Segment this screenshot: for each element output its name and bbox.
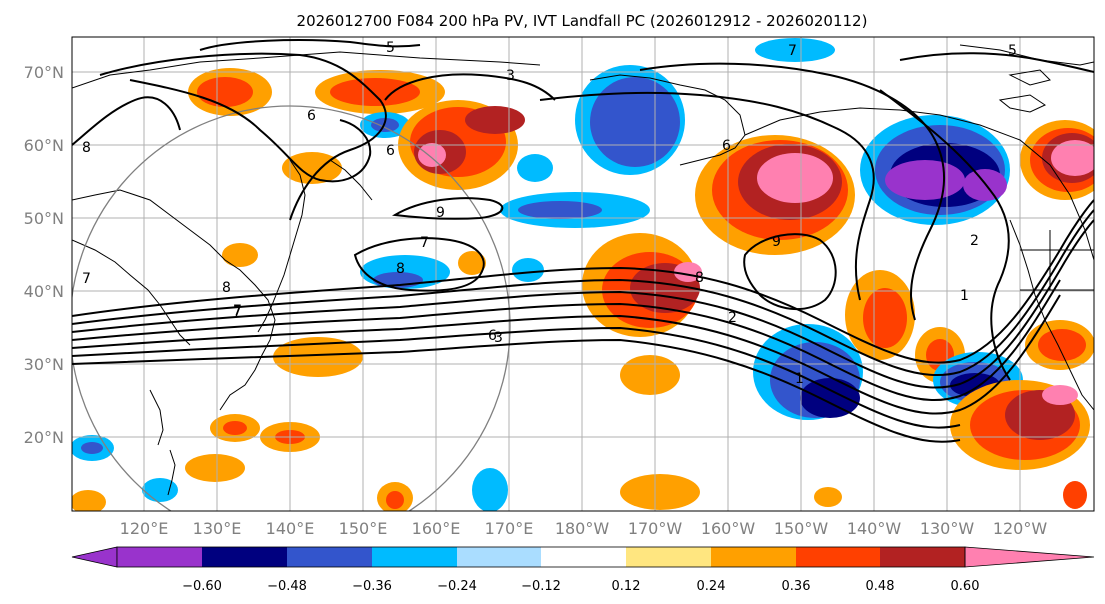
lon-label: 160°W [701,519,756,538]
lon-label: 120°W [993,519,1048,538]
colorbar-tick-label: −0.12 [521,579,561,594]
contour-label: 6 [722,138,731,154]
contour-label: 8 [396,261,405,277]
figure-title: 2026012700 F084 200 hPa PV, IVT Landfall… [297,12,868,30]
lat-label: 20°N [24,428,64,447]
lon-label: 130°E [193,519,242,538]
anomaly-blob-negative [512,258,544,282]
colorbar-tick-label: 0.36 [782,579,811,594]
contour-label: 3 [494,330,503,346]
colorbar-segment [117,547,202,567]
anomaly-blob-positive [814,487,842,507]
anomaly-blob-positive [72,490,106,511]
contour-label: 1 [795,371,804,387]
colorbar-arrow-left [71,546,118,568]
lon-label: 150°E [339,519,388,538]
contour-label: 9 [436,205,445,221]
lon-label: 150°W [774,519,829,538]
contour-label: 7 [233,303,242,319]
colorbar-tick-label: 0.12 [612,579,641,594]
colorbar-segment [457,547,541,567]
anomaly-blob-positive [273,337,363,377]
contour-labels: 5 7 5 3 6 6 6 8 9 7 8 7 8 7 9 8 2 1 6 3 … [82,40,1017,387]
colorbar-tick-label: −0.24 [437,579,477,594]
contour-label: 8 [222,280,231,296]
contour-label: 2 [970,233,979,249]
contour-label: 7 [420,235,429,251]
colorbar-segment [541,547,626,567]
contour-label: 7 [82,271,91,287]
contour-label: 7 [788,43,797,59]
latitude-labels: 70°N 60°N 50°N 40°N 30°N 20°N [24,63,64,447]
colorbar-segment [287,547,372,567]
contour-label: 6 [488,328,497,344]
longitude-labels: 120°E 130°E 140°E 150°E 160°E 170°E 180°… [120,519,1048,538]
anomaly-blob-negative [142,478,178,502]
colorbar-tick-label: −0.60 [182,579,222,594]
contour-label: 8 [695,270,704,286]
colorbar-segment [372,547,457,567]
lon-label: 170°E [485,519,534,538]
lat-label: 40°N [24,282,64,301]
colorbar-segment [880,547,965,567]
colorbar-tick-label: −0.36 [352,579,392,594]
contour-label: 3 [506,68,515,84]
contour-label: 6 [307,108,316,124]
anomaly-blob-negative [755,38,835,62]
anomaly-blob-positive [222,243,258,267]
colorbar-arrow-right [964,546,1095,568]
anomaly-blob-negative [472,468,508,511]
contour-label: 2 [728,310,737,326]
anomaly-blob-positive [458,251,486,275]
colorbar-segment [202,547,287,567]
contour-label: 5 [386,40,395,56]
lon-label: 140°E [266,519,315,538]
colorbar-segment [711,547,796,567]
colorbar: −0.60 −0.48 −0.36 −0.24 −0.12 0.12 0.24 … [71,546,1095,594]
lon-label: 120°E [120,519,169,538]
lat-label: 60°N [24,136,64,155]
lon-label: 140°W [847,519,902,538]
lon-label: 160°E [412,519,461,538]
contour-label: 5 [1008,43,1017,59]
lon-label: 170°W [628,519,683,538]
anomaly-blob-positive [282,152,342,184]
colorbar-segment [796,547,880,567]
range-circle [72,105,511,511]
graticule [72,37,1094,511]
anomaly-blob-negative [517,154,553,182]
anomaly-blob-positive [185,454,245,482]
map-frame [71,36,1095,512]
colorbar-segment [626,547,711,567]
contour-label: 9 [772,234,781,250]
contour-label: 6 [386,143,395,159]
colorbar-tick-label: 0.48 [866,579,895,594]
map-panel: 5 7 5 3 6 6 6 8 9 7 8 7 8 7 9 8 2 1 6 3 … [71,36,1095,512]
lat-label: 70°N [24,63,64,82]
colorbar-tick-label: 0.24 [697,579,726,594]
contour-label: 1 [960,288,969,304]
anomaly-blob-positive [620,474,700,510]
lon-label: 180°W [555,519,610,538]
colorbar-tick-label: 0.60 [951,579,980,594]
contour-label: 8 [82,140,91,156]
lat-label: 50°N [24,209,64,228]
lat-label: 30°N [24,355,64,374]
anomaly-blob-positive [1063,481,1087,509]
anomaly-blob-positive [620,355,680,395]
pv-contours [72,39,1094,443]
lon-label: 130°W [920,519,975,538]
colorbar-tick-label: −0.48 [267,579,307,594]
shaded-anomaly-field [72,38,1094,511]
contour-label: 7 [233,304,242,320]
